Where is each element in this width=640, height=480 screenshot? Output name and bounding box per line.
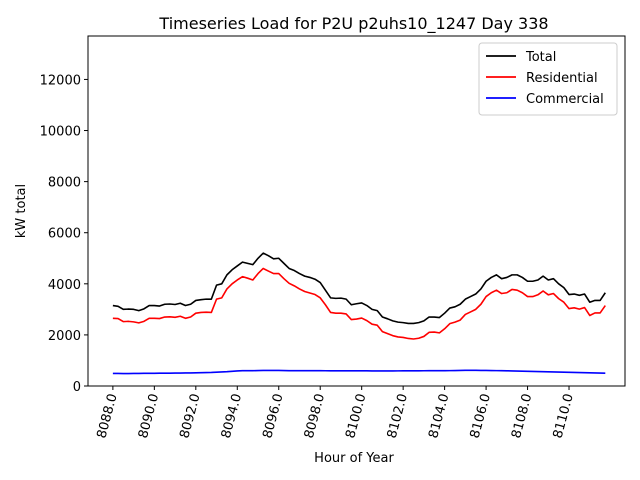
y-tick-label: 0 (73, 380, 81, 395)
y-axis: 0 2000 4000 6000 8000 10000 12000 (40, 73, 88, 395)
y-axis-label: kW total (14, 184, 29, 238)
series-line-total (112, 252, 606, 325)
y-tick-label: 8000 (48, 176, 81, 191)
legend-label-total: Total (525, 50, 556, 65)
legend: Total Residential Commercial (478, 42, 618, 116)
legend-label-residential: Residential (526, 71, 598, 86)
plot-area (87, 35, 626, 387)
y-tick-label: 4000 (48, 278, 81, 293)
legend-box (478, 42, 618, 116)
chart-title: Timeseries Load for P2U p2uhs10_1247 Day… (158, 14, 548, 34)
x-axis-label: Hour of Year (314, 451, 394, 466)
legend-label-commercial: Commercial (526, 92, 604, 107)
y-tick-label: 12000 (40, 73, 81, 88)
series-line-commercial (112, 369, 606, 375)
y-tick-label: 10000 (40, 125, 81, 140)
y-tick-label: 2000 (48, 329, 81, 344)
series-lines (112, 252, 606, 375)
y-tick-label: 6000 (48, 227, 81, 242)
series-line-residential (112, 267, 606, 340)
